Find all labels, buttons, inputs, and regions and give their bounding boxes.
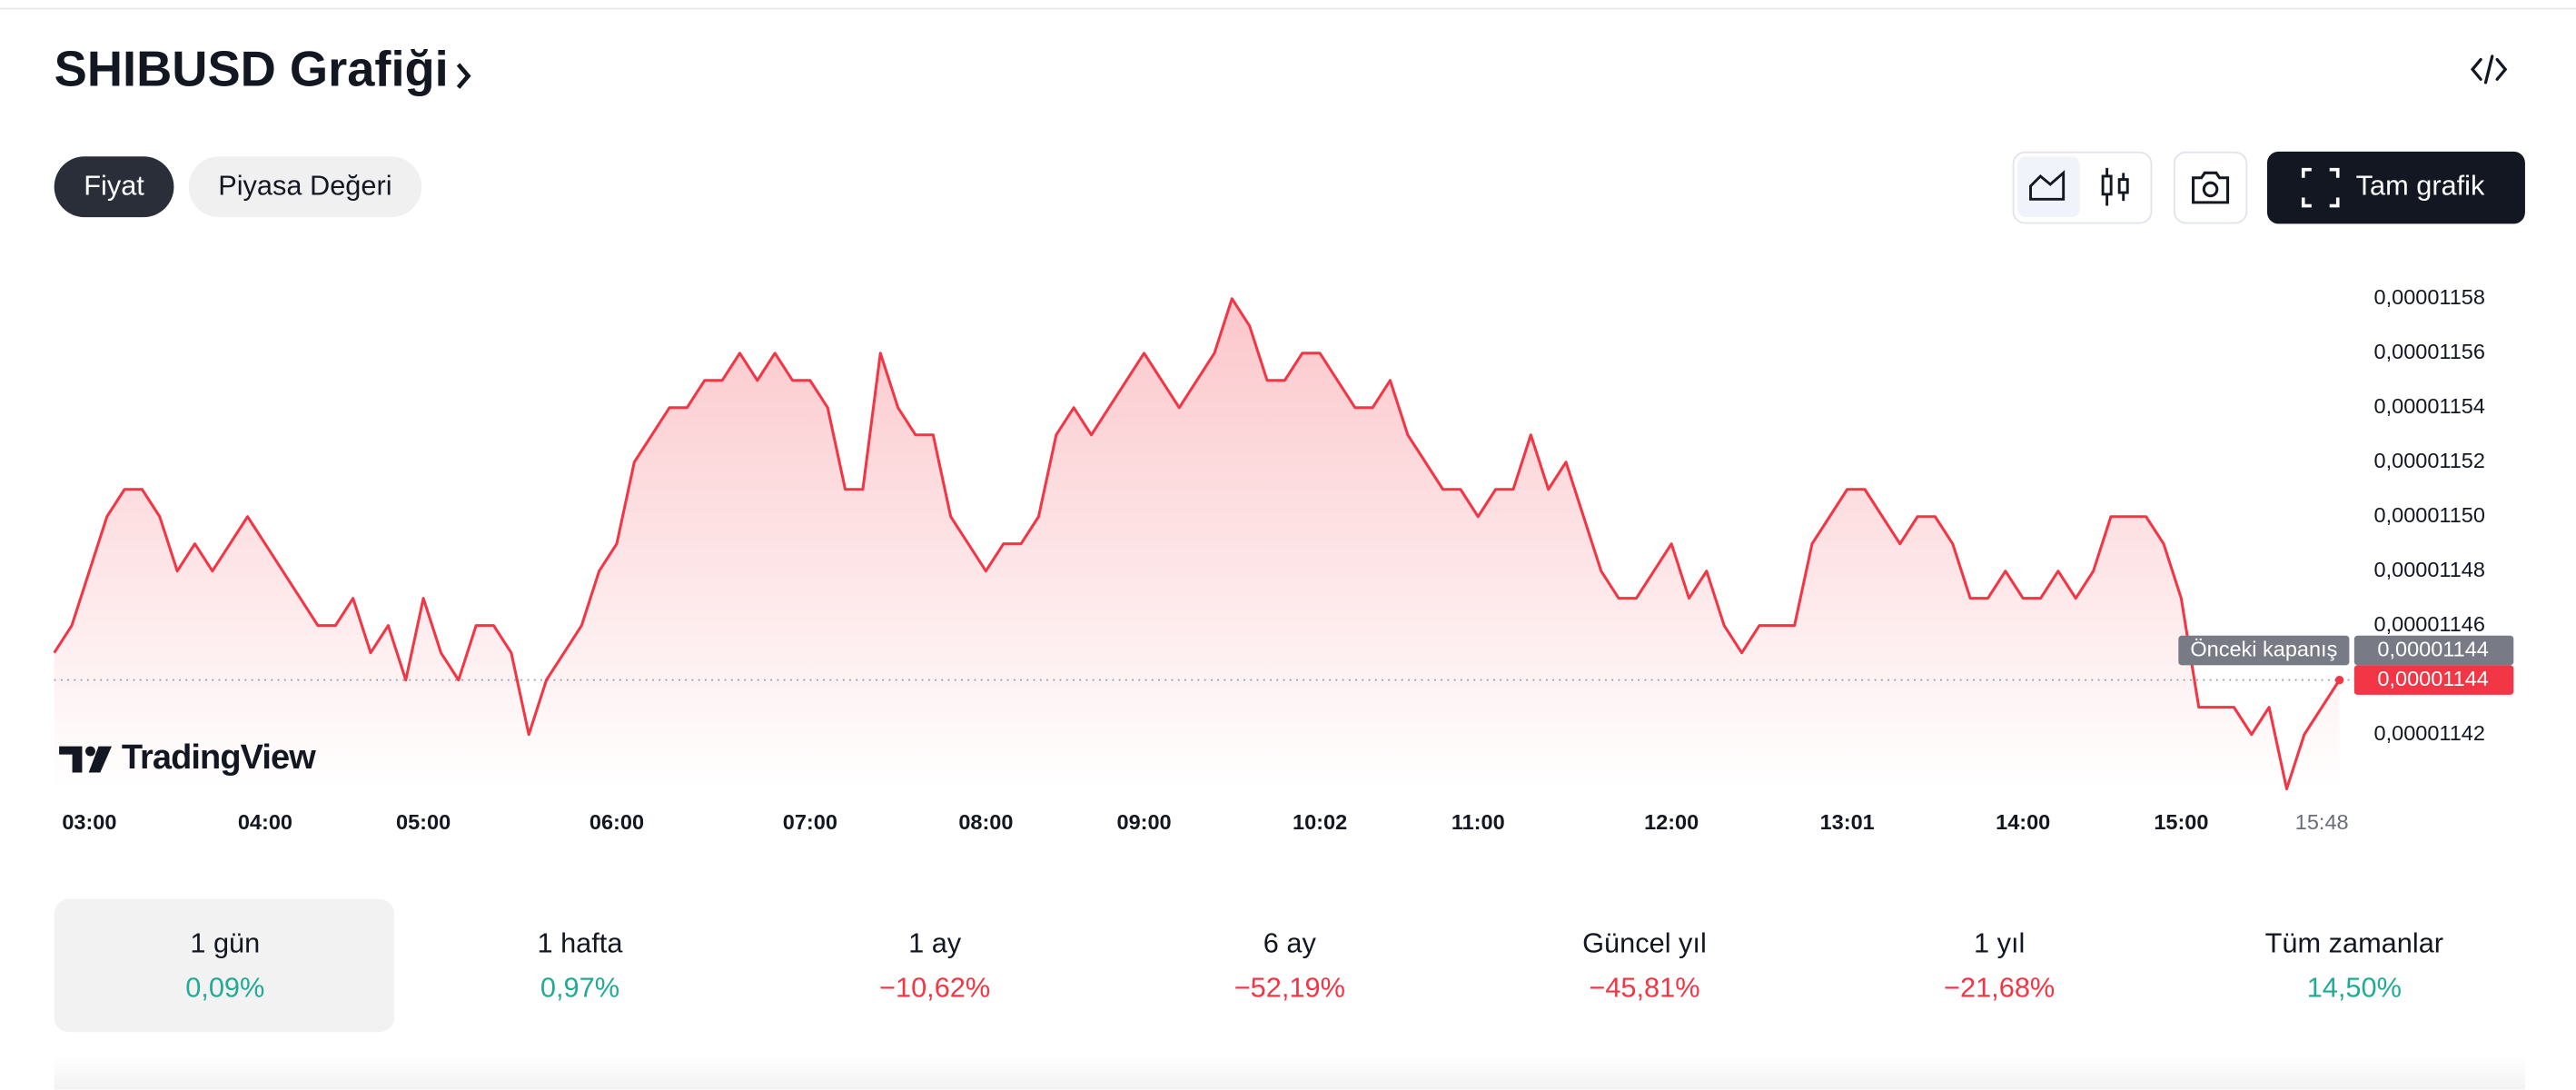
period-change[interactable]: −45,81% bbox=[1589, 971, 1699, 1003]
area-fill bbox=[54, 298, 2340, 789]
y-tick-label: 0,00001152 bbox=[2374, 449, 2485, 472]
x-tick-label: 06:00 bbox=[590, 810, 644, 834]
x-tick-label: 08:00 bbox=[958, 810, 1013, 834]
title[interactable]: SHIBUSD Grafiği bbox=[54, 42, 449, 96]
period-label[interactable]: 1 hafta bbox=[537, 927, 623, 959]
y-tick-label: 0,00001150 bbox=[2374, 503, 2485, 527]
period-change[interactable]: −52,19% bbox=[1234, 971, 1345, 1003]
x-tick-label: 07:00 bbox=[783, 810, 837, 834]
brand-name: TradingView bbox=[122, 738, 316, 777]
camera-icon bbox=[2192, 171, 2230, 204]
period-bar: 1 gün 0,09% 1 hafta 0,97% 1 ay −10,62% 6 ay −52… bbox=[54, 898, 2443, 1033]
period-label[interactable]: 6 ay bbox=[1263, 927, 1317, 959]
period-change[interactable]: 14,50% bbox=[2307, 971, 2402, 1003]
full-chart-label[interactable]: Tam grafik bbox=[2356, 170, 2485, 202]
x-tick-label: 12:00 bbox=[1644, 810, 1699, 834]
period-label[interactable]: 1 ay bbox=[908, 927, 962, 959]
last-price-value: 0,00001144 bbox=[2377, 667, 2488, 690]
x-tick-label: 05:00 bbox=[396, 810, 451, 834]
y-tick-label: 0,00001156 bbox=[2374, 340, 2485, 363]
previous-close-name: Önceki kapanış bbox=[2190, 637, 2337, 660]
x-tick-label: 10:02 bbox=[1293, 810, 1347, 834]
period-label[interactable]: 1 yıl bbox=[1974, 927, 2025, 959]
tab-label[interactable]: Piyasa Değeri bbox=[218, 170, 391, 202]
tabs: Fiyat Piyasa Değeri bbox=[54, 156, 422, 218]
period-change[interactable]: −21,68% bbox=[1944, 971, 2055, 1003]
price-chart: 0,00001142 0,00001146 0,00001148 0,00001150… bbox=[53, 285, 2514, 834]
candle-style-button[interactable] bbox=[2101, 167, 2129, 206]
y-tick-label: 0,00001148 bbox=[2374, 558, 2485, 581]
brand-logo: TradingView bbox=[59, 738, 317, 777]
period-change[interactable]: −10,62% bbox=[879, 971, 990, 1003]
x-tick-label: 11:00 bbox=[1451, 810, 1505, 834]
snapshot-button[interactable] bbox=[2173, 151, 2248, 224]
period-change[interactable]: 0,97% bbox=[540, 971, 619, 1003]
period-change[interactable]: 0,09% bbox=[185, 971, 264, 1003]
y-tick-label: 0,00001158 bbox=[2374, 285, 2485, 309]
period-active-bg[interactable] bbox=[54, 898, 395, 1033]
last-point bbox=[2334, 675, 2344, 685]
chart-style-group bbox=[2012, 151, 2153, 224]
price-line bbox=[53, 297, 2341, 791]
title-chevron[interactable] bbox=[456, 63, 471, 89]
y-tick-label: 0,00001154 bbox=[2374, 394, 2485, 418]
tab[interactable] bbox=[188, 156, 422, 218]
bottom-shadow bbox=[54, 1055, 2525, 1090]
period-label[interactable]: Tüm zamanlar bbox=[2265, 927, 2443, 959]
area-icon bbox=[2029, 170, 2066, 201]
x-tick-label: 14:00 bbox=[1996, 810, 2050, 834]
previous-close-value-tag bbox=[2353, 635, 2514, 666]
period-label[interactable]: Güncel yıl bbox=[1582, 927, 1707, 959]
last-price-tag bbox=[2353, 665, 2514, 695]
period-label[interactable]: 1 gün bbox=[190, 927, 260, 959]
previous-close-tag bbox=[2178, 635, 2350, 666]
area-style-button[interactable] bbox=[2017, 156, 2080, 218]
x-tick-label: 04:00 bbox=[238, 810, 292, 834]
x-tick-label: 13:01 bbox=[1820, 810, 1875, 834]
previous-close-value: 0,00001144 bbox=[2377, 637, 2488, 660]
x-tick-label: 03:00 bbox=[62, 810, 116, 834]
x-tick-label: 15:48 bbox=[2295, 810, 2349, 834]
tab[interactable] bbox=[54, 156, 174, 218]
y-tick-label: 0,00001142 bbox=[2374, 721, 2485, 745]
y-tick-label: 0,00001146 bbox=[2374, 612, 2485, 636]
tab-label[interactable]: Fiyat bbox=[84, 170, 144, 202]
embed-icon[interactable] bbox=[2470, 54, 2508, 84]
fullscreen-icon bbox=[2301, 167, 2340, 208]
x-tick-label: 15:00 bbox=[2154, 810, 2208, 834]
x-tick-label: 09:00 bbox=[1117, 810, 1172, 834]
